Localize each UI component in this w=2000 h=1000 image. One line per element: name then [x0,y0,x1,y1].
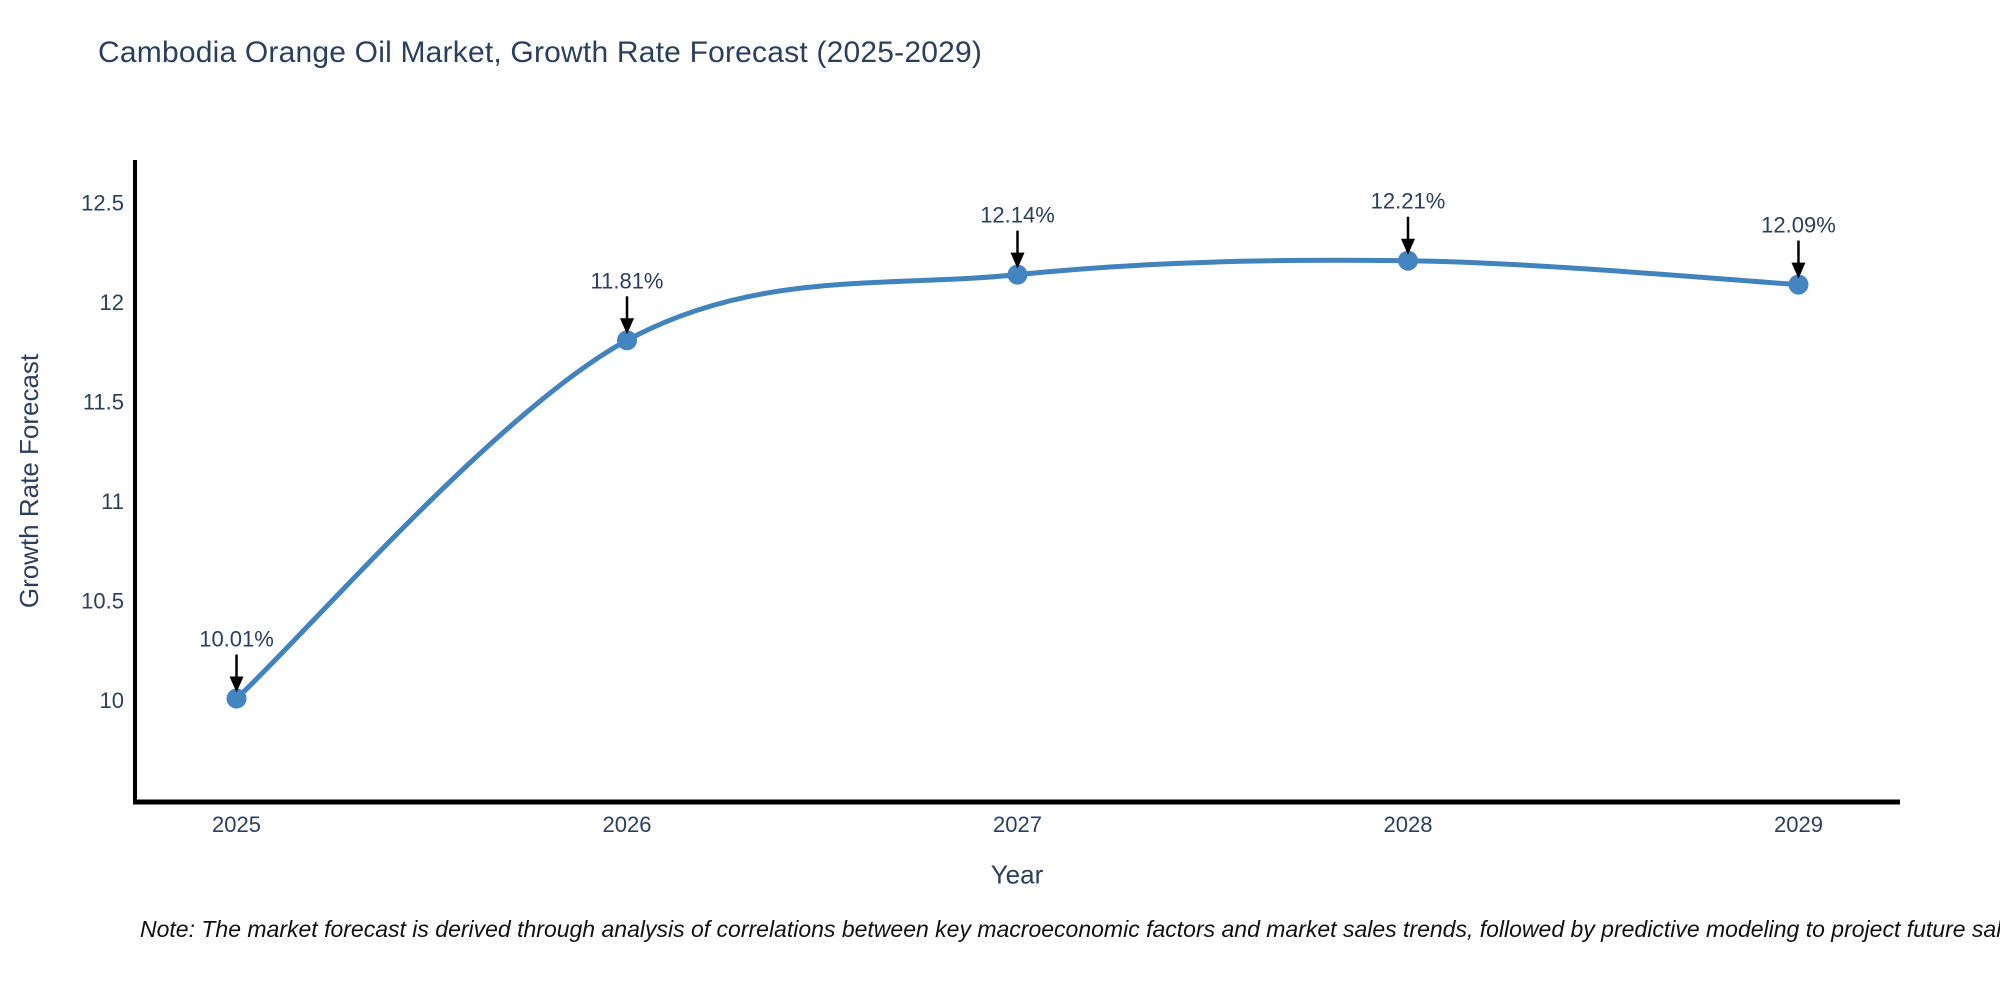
y-axis-title: Growth Rate Forecast [14,353,44,609]
data-point-marker [1397,250,1418,271]
y-tick-label: 12 [100,290,124,315]
point-value-label: 12.14% [980,203,1055,228]
annotation-arrow-head [620,318,635,335]
point-value-label: 11.81% [591,268,664,293]
data-point-marker [226,688,247,709]
data-point-marker [617,330,638,351]
data-point-marker [1788,274,1809,295]
annotation-arrow-head [1400,238,1415,255]
y-tick-label: 11 [101,489,124,514]
forecast-line [234,257,1801,702]
x-tick-label: 2025 [212,812,261,837]
point-value-label: 12.21% [1371,189,1446,214]
y-tick-label: 10 [100,688,124,713]
y-tick-label: 12.5 [81,190,124,215]
y-tick-label: 10.5 [81,589,124,614]
chart-title: Cambodia Orange Oil Market, Growth Rate … [98,36,983,69]
annotation-arrow-head [229,676,244,693]
data-point-marker [1007,264,1028,285]
point-value-label: 12.09% [1761,213,1836,238]
y-tick-label: 11.5 [83,389,124,414]
x-tick-label: 2028 [1384,812,1433,837]
annotation-arrow-head [1791,262,1806,279]
x-tick-label: 2027 [993,812,1042,837]
x-tick-label: 2026 [603,812,652,837]
x-axis-title: Year [990,859,1044,890]
footnote: Note: The market forecast is derived thr… [140,916,2000,942]
annotation-arrow-head [1010,252,1025,269]
point-value-label: 10.01% [199,627,274,652]
x-tick-label: 2029 [1774,812,1823,837]
